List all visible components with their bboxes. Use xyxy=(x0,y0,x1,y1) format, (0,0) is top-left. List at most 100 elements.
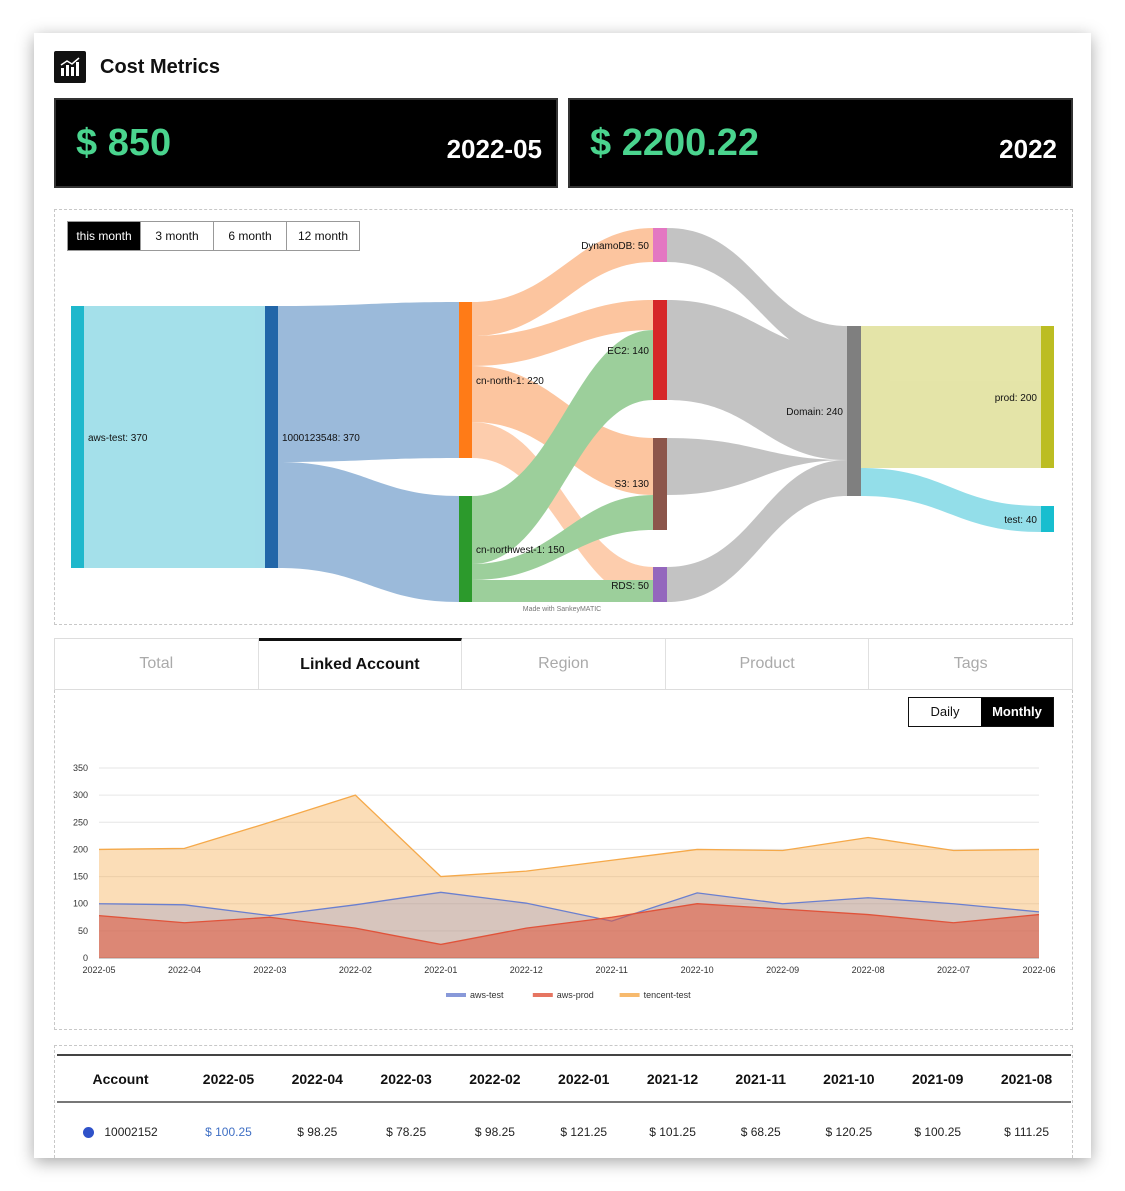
table-row[interactable]: 10002152 $ 100.25 $ 98.25 $ 78.25 $ 98.25 $ 1… xyxy=(57,1102,1071,1161)
column-header-period: 2022-03 xyxy=(361,1054,451,1103)
legend-swatch-aws-prod xyxy=(532,993,553,997)
legend-label-aws-test: aws-test xyxy=(470,990,504,1000)
range-6-month-button[interactable]: 6 month xyxy=(214,222,287,250)
cost-cell: $ 121.25 xyxy=(560,1125,608,1139)
y-tick-label: 0 xyxy=(83,953,88,963)
sankey-link-s3-northwest xyxy=(472,495,653,580)
sankey-node-account xyxy=(265,306,278,568)
sankey-node-cn-northwest xyxy=(459,496,472,602)
sankey-label-rds: RDS: 50 xyxy=(611,581,649,592)
x-tick-label: 2022-08 xyxy=(852,965,885,975)
cost-cell: $ 68.25 xyxy=(740,1125,781,1139)
sankey-link-rds-north xyxy=(472,422,653,602)
cost-cell: $ 111.25 xyxy=(1004,1125,1050,1139)
kpi-year-card: $ 2200.22 2022 xyxy=(568,98,1073,188)
trend-chart-panel: Daily Monthly 0 50 100 150 200 250 300 350 2022… xyxy=(54,690,1073,1030)
range-selector: this month 3 month 6 month 12 month xyxy=(67,221,360,251)
x-tick-label: 2022-09 xyxy=(766,965,799,975)
sankey-label-account: 1000123548: 370 xyxy=(282,433,360,444)
range-12-month-button[interactable]: 12 month xyxy=(287,222,359,250)
column-header-period: 2022-02 xyxy=(450,1054,540,1103)
sankey-link-cn-north xyxy=(278,302,459,462)
sankey-node-domain xyxy=(847,326,861,496)
sankey-node-rds xyxy=(653,567,667,602)
sankey-label-s3: S3: 130 xyxy=(615,479,650,490)
cost-cell: $ 120.25 xyxy=(825,1125,873,1139)
x-tick-label: 2022-03 xyxy=(253,965,286,975)
account-cell: 10002152 xyxy=(57,1102,184,1161)
cost-metrics-card: Cost Metrics $ 850 2022-05 $ 2200.22 202… xyxy=(34,33,1091,1158)
granularity-toggle: Daily Monthly xyxy=(908,697,1054,727)
sankey-diagram: aws-test: 370 1000123548: 370 cn-north-1… xyxy=(71,228,1054,613)
kpi-year-period: 2022 xyxy=(999,134,1057,164)
sankey-label-prod: prod: 200 xyxy=(995,393,1038,404)
y-tick-label: 300 xyxy=(73,790,88,800)
sankey-node-aws-test xyxy=(71,306,84,568)
tab-product[interactable]: Product xyxy=(666,639,870,689)
sankey-node-ec2 xyxy=(653,300,667,400)
sankey-link-s3-domain xyxy=(667,438,847,495)
tab-tags[interactable]: Tags xyxy=(953,655,988,672)
breakdown-tabs: Total Linked Account Region Product Tags xyxy=(54,638,1073,690)
cost-cell: $ 98.25 xyxy=(297,1125,338,1139)
sankey-node-s3 xyxy=(653,438,667,530)
trend-area-chart: 0 50 100 150 200 250 300 350 2022-05 2022-04 2022… xyxy=(73,763,1056,1000)
cost-cell: $ 98.25 xyxy=(474,1125,515,1139)
x-tick-label: 2022-10 xyxy=(681,965,714,975)
y-tick-label: 150 xyxy=(73,872,88,882)
x-tick-label: 2022-01 xyxy=(424,965,457,975)
cost-cell[interactable]: $ 100.25 xyxy=(205,1125,252,1139)
sankey-link-rds-domain xyxy=(667,460,847,602)
kpi-year-amount: $ 2200.22 xyxy=(590,122,760,164)
tab-region[interactable]: Region xyxy=(462,639,666,689)
series-dot-icon xyxy=(83,1127,95,1139)
y-tick-label: 200 xyxy=(73,844,88,854)
sankey-link-dynamodb-north xyxy=(472,228,653,336)
kpi-month-card: $ 850 2022-05 xyxy=(54,98,558,188)
sankey-label-ec2: EC2: 140 xyxy=(607,346,649,357)
monthly-button[interactable]: Monthly xyxy=(981,698,1053,726)
x-tick-label: 2022-05 xyxy=(82,965,115,975)
bar-chart-icon xyxy=(54,51,86,83)
tab-linked-account[interactable]: Linked Account xyxy=(258,638,463,689)
x-tick-label: 2022-11 xyxy=(596,965,628,975)
legend-label-tencent-test: tencent-test xyxy=(644,990,692,1000)
sankey-label-domain: Domain: 240 xyxy=(786,407,843,418)
range-3-month-button[interactable]: 3 month xyxy=(141,222,214,250)
column-header-period: 2022-04 xyxy=(272,1054,362,1103)
legend-label-aws-prod: aws-prod xyxy=(557,990,594,1000)
series-line-aws-prod xyxy=(98,903,1040,946)
sankey-link-rds-northwest xyxy=(472,580,653,602)
sankey-link-dynamodb-domain xyxy=(667,228,847,360)
cost-cell: $ 100.25 xyxy=(914,1125,962,1139)
sankey-node-dynamodb xyxy=(653,228,667,262)
y-tick-label: 50 xyxy=(78,926,88,936)
x-tick-label: 2022-06 xyxy=(1022,965,1055,975)
range-this-month-button[interactable]: this month xyxy=(68,222,141,250)
column-header-period: 2021-11 xyxy=(716,1054,805,1103)
x-tick-label: 2022-02 xyxy=(339,965,372,975)
y-tick-label: 100 xyxy=(73,899,88,909)
cost-cell: $ 101.25 xyxy=(649,1125,696,1139)
column-header-period: 2022-05 xyxy=(184,1054,273,1103)
x-tick-label: 2022-07 xyxy=(937,965,970,975)
column-header-period: 2021-12 xyxy=(628,1054,717,1103)
cost-table: Account 2022-05 2022-04 2022-03 2022-02 2022-… xyxy=(57,1054,1071,1161)
sankey-link-prod xyxy=(861,326,1041,468)
sankey-node-cn-north xyxy=(459,302,472,458)
sankey-node-prod xyxy=(1041,326,1054,468)
table-body: 10002152 $ 100.25 $ 98.25 $ 78.25 $ 98.25 $ 1… xyxy=(57,1102,1071,1161)
daily-button[interactable]: Daily xyxy=(930,704,960,719)
sankey-link-ec2-domain xyxy=(667,300,847,460)
column-header-period: 2021-09 xyxy=(893,1054,983,1103)
kpi-month-period: 2022-05 xyxy=(446,134,542,164)
series-line-aws-test xyxy=(98,891,1040,922)
sankey-panel: this month 3 month 6 month 12 month xyxy=(54,209,1073,625)
column-header-period: 2022-01 xyxy=(539,1054,629,1103)
sankey-link-test xyxy=(861,468,1041,532)
sankey-footer: Made with SankeyMATIC xyxy=(523,606,601,613)
cost-table-panel: Account 2022-05 2022-04 2022-03 2022-02 2022-… xyxy=(54,1045,1073,1158)
cost-cell: $ 78.25 xyxy=(386,1125,427,1139)
x-tick-label: 2022-12 xyxy=(510,965,543,975)
tab-total[interactable]: Total xyxy=(55,639,259,689)
